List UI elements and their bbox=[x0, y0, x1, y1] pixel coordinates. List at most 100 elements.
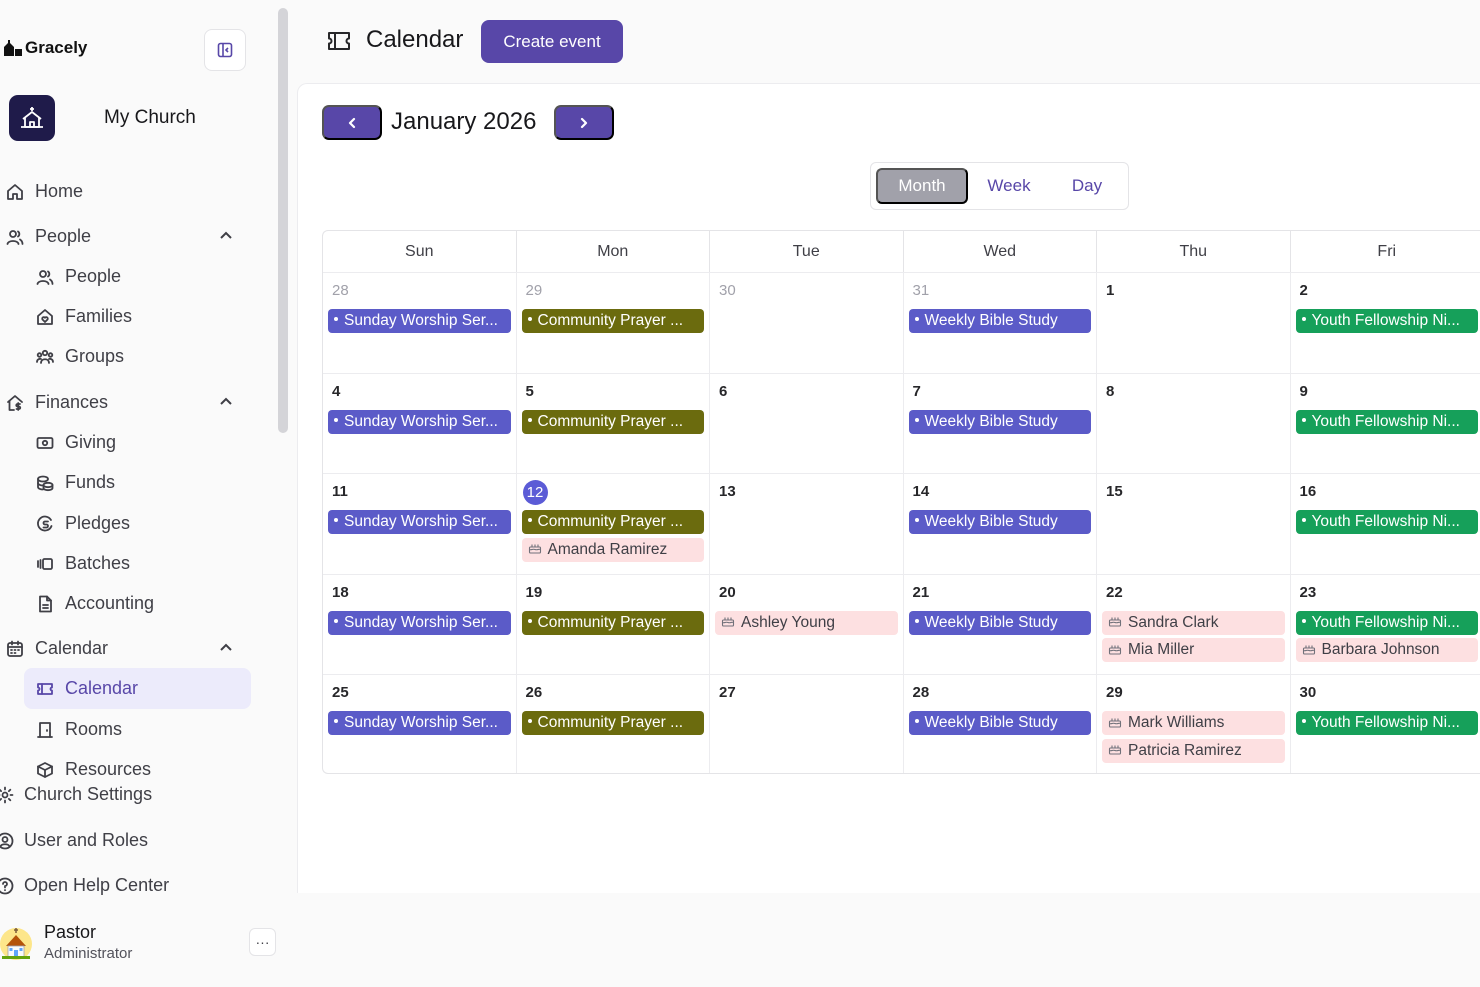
chevron-up-icon[interactable] bbox=[218, 394, 234, 410]
sidebar-item-batches[interactable]: Batches bbox=[36, 553, 130, 574]
calendar-event[interactable]: Youth Fellowship Ni... bbox=[1295, 309, 1478, 333]
sidebar-item-giving[interactable]: Giving bbox=[36, 432, 116, 453]
day-cell[interactable]: 29 Mark Williams Patricia Ramirez bbox=[1097, 674, 1291, 773]
calendar-event[interactable]: Weekly Bible Study bbox=[908, 309, 1091, 333]
calendar-event[interactable]: Weekly Bible Study bbox=[908, 510, 1091, 534]
calendar-event[interactable]: Sunday Worship Ser... bbox=[328, 711, 511, 735]
view-month-button[interactable]: Month bbox=[876, 168, 968, 204]
calendar-event[interactable]: Weekly Bible Study bbox=[908, 711, 1091, 735]
day-cell[interactable]: 11 Sunday Worship Ser... bbox=[323, 473, 517, 574]
day-cell[interactable]: 7 Weekly Bible Study bbox=[903, 372, 1097, 473]
sidebar-section-finances[interactable]: Finances bbox=[6, 392, 108, 413]
brand-logo[interactable]: Gracely bbox=[4, 38, 87, 58]
day-cell[interactable]: 5 Community Prayer ... bbox=[516, 372, 710, 473]
birthday-event[interactable]: Mia Miller bbox=[1102, 638, 1285, 662]
calendar-event[interactable]: Youth Fellowship Ni... bbox=[1295, 510, 1478, 534]
create-event-button[interactable]: Create event bbox=[481, 20, 623, 63]
sidebar-section-people[interactable]: People bbox=[6, 226, 91, 247]
day-cell[interactable]: 2 Youth Fellowship Ni... bbox=[1290, 272, 1480, 373]
sidebar-item-rooms[interactable]: Rooms bbox=[36, 719, 122, 740]
day-cell[interactable]: 28 Weekly Bible Study bbox=[903, 674, 1097, 773]
collapse-sidebar-button[interactable] bbox=[204, 29, 246, 71]
day-cell[interactable]: 25 Sunday Worship Ser... bbox=[323, 674, 517, 773]
sidebar-item-calendar[interactable]: Calendar bbox=[36, 678, 138, 699]
sidebar-item-label: Families bbox=[65, 306, 133, 326]
view-day-button[interactable]: Day bbox=[1051, 168, 1123, 204]
calendar-event[interactable]: Youth Fellowship Ni... bbox=[1295, 409, 1478, 434]
sidebar-section-calendar[interactable]: Calendar bbox=[6, 638, 108, 659]
calendar-event[interactable]: Weekly Bible Study bbox=[908, 610, 1091, 635]
sidebar-item-groups[interactable]: Groups bbox=[36, 346, 124, 367]
calendar-event[interactable]: Sunday Worship Ser... bbox=[328, 409, 511, 434]
day-cell[interactable]: 16 Youth Fellowship Ni... bbox=[1290, 473, 1480, 574]
event-label: Youth Fellowship Ni... bbox=[1311, 312, 1460, 329]
day-cell[interactable]: 13 bbox=[710, 473, 904, 574]
event-dot bbox=[527, 518, 532, 523]
day-cell[interactable]: 18 Sunday Worship Ser... bbox=[323, 573, 517, 674]
day-cell[interactable]: 14 Weekly Bible Study bbox=[903, 473, 1097, 574]
chevron-up-icon[interactable] bbox=[218, 228, 234, 244]
gear-icon bbox=[0, 786, 14, 803]
calendar-event[interactable]: Youth Fellowship Ni... bbox=[1295, 711, 1478, 735]
day-cell[interactable]: 8 bbox=[1097, 372, 1291, 473]
calendar-event[interactable]: Sunday Worship Ser... bbox=[328, 309, 511, 333]
calendar-event[interactable]: Sunday Worship Ser... bbox=[328, 510, 511, 534]
chevron-up-icon[interactable] bbox=[218, 640, 234, 656]
birthday-event[interactable]: Amanda Ramirez bbox=[521, 537, 704, 562]
day-number: 20 bbox=[719, 583, 736, 601]
day-cell[interactable]: 30 bbox=[710, 272, 904, 373]
sidebar-item-families[interactable]: Families bbox=[36, 306, 132, 327]
day-cell[interactable]: 23 Youth Fellowship Ni... Barbara Johnson bbox=[1290, 573, 1480, 675]
sidebar-item-funds[interactable]: Funds bbox=[36, 472, 115, 493]
day-cell[interactable]: 12 Community Prayer ... Amanda Ramirez bbox=[516, 473, 710, 574]
view-week-button[interactable]: Week bbox=[971, 168, 1047, 204]
day-number: 15 bbox=[1106, 483, 1123, 500]
sidebar-item-help-center[interactable]: Open Help Center bbox=[0, 875, 169, 896]
sidebar-item-resources[interactable]: Resources bbox=[36, 759, 151, 780]
calendar-event[interactable]: Weekly Bible Study bbox=[908, 409, 1091, 434]
sidebar-item-home[interactable]: Home bbox=[6, 181, 83, 202]
sidebar-item-pledges[interactable]: Pledges bbox=[36, 513, 130, 534]
sidebar-item-accounting[interactable]: Accounting bbox=[36, 593, 154, 614]
event-dot bbox=[1301, 518, 1306, 523]
birthday-event[interactable]: Barbara Johnson bbox=[1295, 638, 1478, 662]
event-dot bbox=[914, 317, 919, 322]
birthday-event[interactable]: Ashley Young bbox=[715, 610, 898, 635]
birthday-event[interactable]: Patricia Ramirez bbox=[1102, 738, 1285, 763]
day-cell[interactable]: 19 Community Prayer ... bbox=[516, 573, 710, 674]
day-cell[interactable]: 6 bbox=[710, 372, 904, 473]
day-cell[interactable]: 30 Youth Fellowship Ni... bbox=[1290, 674, 1480, 773]
sidebar-item-church-settings[interactable]: Church Settings bbox=[0, 784, 152, 805]
day-cell[interactable]: 15 bbox=[1097, 473, 1291, 574]
calendar-event[interactable]: Community Prayer ... bbox=[521, 309, 704, 333]
next-month-button[interactable] bbox=[554, 105, 614, 140]
calendar-event[interactable]: Sunday Worship Ser... bbox=[328, 610, 511, 635]
day-cell[interactable]: 4 Sunday Worship Ser... bbox=[323, 372, 517, 473]
day-cell[interactable]: 21 Weekly Bible Study bbox=[903, 573, 1097, 674]
day-cell[interactable]: 1 bbox=[1097, 272, 1291, 373]
user-profile[interactable]: Pastor Administrator bbox=[0, 922, 132, 962]
event-label: Weekly Bible Study bbox=[924, 613, 1058, 631]
day-cell[interactable]: 22 Sandra Clark Mia Miller bbox=[1097, 573, 1291, 674]
day-cell[interactable]: 26 Community Prayer ... bbox=[516, 674, 710, 773]
day-cell[interactable]: 27 bbox=[710, 674, 904, 773]
church-switcher[interactable]: My Church bbox=[9, 95, 196, 141]
day-cell[interactable]: 31 Weekly Bible Study bbox=[903, 272, 1097, 373]
sidebar-item-user-roles[interactable]: User and Roles bbox=[0, 830, 148, 851]
calendar-event[interactable]: Youth Fellowship Ni... bbox=[1295, 610, 1478, 635]
calendar-event[interactable]: Community Prayer ... bbox=[521, 409, 704, 434]
calendar-event[interactable]: Community Prayer ... bbox=[521, 610, 704, 635]
user-more-button[interactable]: ··· bbox=[249, 928, 276, 956]
prev-month-button[interactable] bbox=[322, 105, 382, 140]
calendar-event[interactable]: Community Prayer ... bbox=[521, 711, 704, 735]
day-cell[interactable]: 20 Ashley Young bbox=[710, 573, 904, 674]
birthday-event[interactable]: Mark Williams bbox=[1102, 711, 1285, 735]
sidebar-item-people[interactable]: People bbox=[36, 266, 121, 287]
sidebar-scrollbar[interactable] bbox=[278, 8, 288, 433]
day-cell[interactable]: 28 Sunday Worship Ser... bbox=[323, 272, 517, 373]
day-cell[interactable]: 29 Community Prayer ... bbox=[516, 272, 710, 373]
birthday-event[interactable]: Sandra Clark bbox=[1102, 610, 1285, 635]
day-cell[interactable]: 9 Youth Fellowship Ni... bbox=[1290, 372, 1480, 474]
users-icon bbox=[6, 229, 24, 245]
calendar-event[interactable]: Community Prayer ... bbox=[521, 510, 704, 534]
